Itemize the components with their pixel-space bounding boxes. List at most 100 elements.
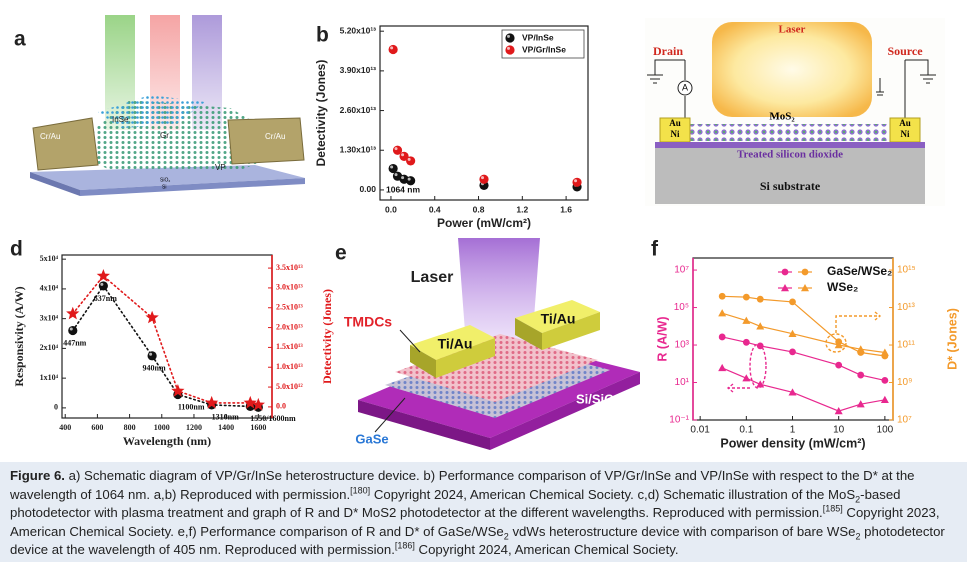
label: Source xyxy=(887,44,923,58)
point xyxy=(742,374,751,382)
point xyxy=(171,384,185,397)
point-highlight xyxy=(481,176,484,180)
point xyxy=(789,348,796,356)
x-tick-label: 1.2 xyxy=(516,204,528,214)
label: InSe xyxy=(112,115,129,124)
substrate-top xyxy=(30,165,305,190)
y-axis-label: R (A/W) xyxy=(655,316,669,361)
legend-label: GaSe/WSe₂ xyxy=(827,264,892,278)
y2-tick-label: 3.5x10¹³ xyxy=(276,263,303,272)
point xyxy=(801,268,809,276)
point xyxy=(388,163,398,174)
point-highlight xyxy=(507,46,510,50)
electrode xyxy=(32,117,99,171)
point xyxy=(145,310,159,324)
point-highlight xyxy=(394,173,398,177)
y-tick-label: 3x10⁴ xyxy=(40,313,59,322)
mos2-channel xyxy=(690,124,890,141)
point xyxy=(742,293,750,301)
x-tick-label: 0.01 xyxy=(690,425,710,436)
caption-text: Copyright 2024, American Chemical Societ… xyxy=(414,542,679,558)
point xyxy=(856,345,865,353)
y2-tick-label: 2.5x10¹³ xyxy=(276,303,303,312)
caption-text: photodetector device at the wavelength o… xyxy=(10,523,945,558)
y2-tick-label: 10⁹ xyxy=(897,377,912,388)
subscript: 2 xyxy=(855,494,861,505)
f-annotations xyxy=(726,311,882,393)
ammeter xyxy=(677,80,693,96)
point xyxy=(880,395,889,403)
point-highlight xyxy=(149,352,153,356)
label: Si substrate xyxy=(760,179,821,193)
caption-text: vdWs heterostructure device with compari… xyxy=(508,523,856,539)
point-label: 940nm xyxy=(143,364,166,373)
caption-label: Figure 6. xyxy=(10,468,65,483)
y2-tick-label: 10¹³ xyxy=(897,302,915,313)
point xyxy=(835,361,843,369)
point xyxy=(66,306,80,320)
y2-axis-label: Detectivity (Jones) xyxy=(320,289,334,384)
point xyxy=(399,151,409,161)
point xyxy=(801,284,809,292)
x-axis-label: Power (mW/cm²) xyxy=(437,216,531,230)
point-highlight xyxy=(507,34,510,38)
x-tick-label: 0.0 xyxy=(385,204,397,214)
point-label: 637nm xyxy=(94,294,117,303)
caption-text: Copyright 2024, American Chemical Societ… xyxy=(370,486,856,502)
circuit-wire xyxy=(647,59,936,118)
x-tick-label: 10 xyxy=(833,425,845,436)
x-tick-label: 1.6 xyxy=(560,204,572,214)
series-line xyxy=(72,284,260,409)
point xyxy=(479,174,489,184)
y2-tick-label: 2.0x10¹³ xyxy=(276,322,303,331)
dielectric xyxy=(655,142,925,148)
point-highlight xyxy=(69,327,73,331)
y-axis-label: Detectivity (Jones) xyxy=(314,60,328,167)
y2-tick-label: 5.0x10¹² xyxy=(276,382,303,391)
point xyxy=(742,338,750,346)
reference: [180] xyxy=(350,485,371,496)
y2-tick-label: 10¹⁵ xyxy=(897,265,916,276)
electrode-front xyxy=(436,338,495,378)
point-highlight xyxy=(394,147,398,151)
x-tick-label: 0.1 xyxy=(739,425,753,436)
x-tick-label: 0.4 xyxy=(429,204,441,214)
point xyxy=(718,333,726,341)
y-tick-label: 10⁻¹ xyxy=(669,415,689,426)
x-tick-label: 1000 xyxy=(154,423,170,432)
point xyxy=(834,341,843,349)
electrode xyxy=(227,117,305,165)
substrate xyxy=(655,148,925,204)
point xyxy=(756,295,764,303)
point xyxy=(388,44,398,55)
y-tick-label: 2.60x10¹³ xyxy=(340,105,377,115)
reference: [186] xyxy=(394,540,415,551)
y-axis-label: Responsivity (A/W) xyxy=(12,286,26,386)
substrate-side xyxy=(30,172,80,196)
annotation-arrow xyxy=(726,383,750,393)
point xyxy=(857,371,865,379)
y2-tick-label: 1.5x10¹³ xyxy=(276,342,303,351)
subscript: 2 xyxy=(503,531,509,542)
y-tick-label: 0 xyxy=(54,403,58,412)
y-tick-label: 10⁷ xyxy=(674,265,689,276)
annotation-arrow xyxy=(835,311,882,333)
point xyxy=(781,284,789,292)
point xyxy=(243,395,257,409)
caption-text: -based photodetector with plasma treatme… xyxy=(10,486,901,521)
point xyxy=(788,388,797,396)
substrate-side xyxy=(358,400,490,450)
point-body xyxy=(147,351,157,361)
point xyxy=(718,292,726,300)
label: SiO₂ xyxy=(160,177,170,183)
electrode xyxy=(659,117,691,143)
point xyxy=(756,380,765,388)
legend-label: VP/Gr/InSe xyxy=(522,44,566,54)
panel-label: e xyxy=(335,242,347,265)
point xyxy=(505,33,515,43)
x-tick-label: 1 xyxy=(790,425,796,436)
point xyxy=(856,400,865,408)
label: VP xyxy=(215,163,226,172)
schematic-c: Laser Drain Source A MoS₂ Au Ni Au Ni Tr… xyxy=(645,18,945,206)
